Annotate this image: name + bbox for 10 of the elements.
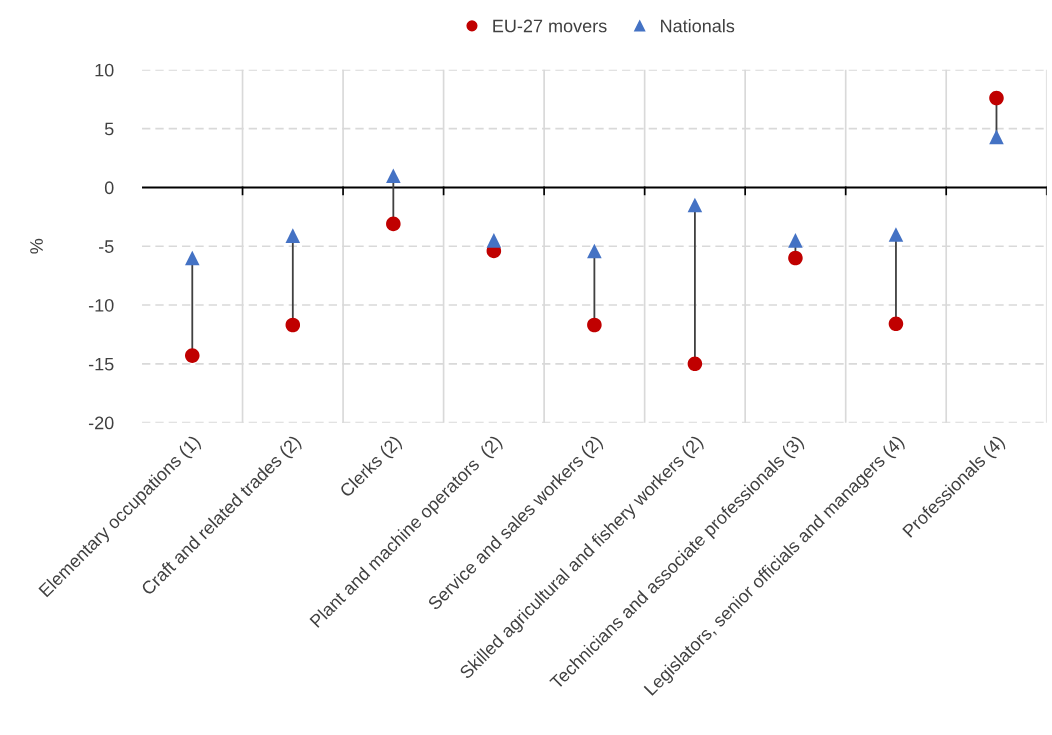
- legend-label: EU-27 movers: [493, 19, 607, 33]
- y-tick-label: -10: [88, 298, 114, 312]
- y-axis-title: %: [30, 238, 43, 254]
- legend-label: Nationals: [661, 19, 735, 33]
- y-tick-label: 0: [104, 181, 114, 195]
- y-tick-label: -5: [98, 240, 114, 253]
- y-tick-label: -20: [88, 416, 114, 430]
- y-tick-label: 10: [95, 63, 114, 77]
- y-tick-label: -15: [88, 357, 114, 371]
- y-tick-label: 5: [104, 122, 114, 136]
